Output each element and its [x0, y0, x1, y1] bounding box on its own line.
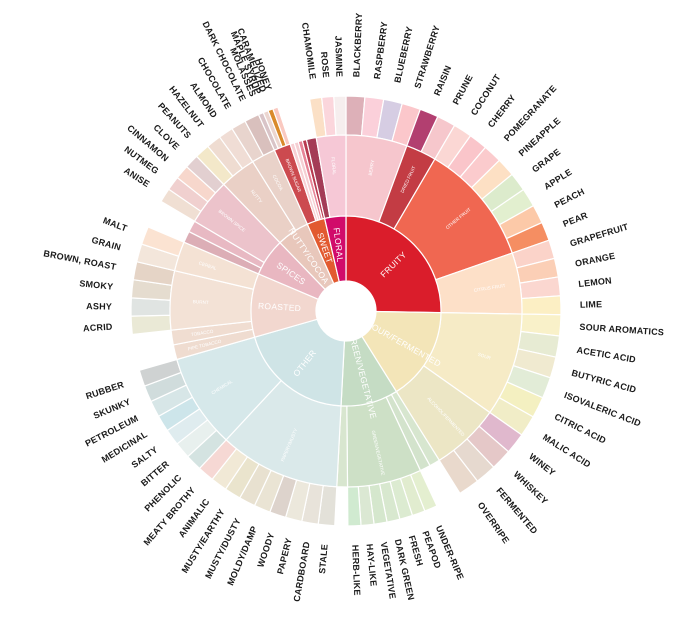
outer-label-sour-aromatics: SOUR AROMATICS	[579, 322, 664, 338]
outer-label-apple: APPLE	[542, 167, 574, 192]
outer-segment-acrid	[130, 314, 172, 336]
outer-label-lemon: LEMON	[578, 275, 612, 289]
outer-label-malt: MALT	[102, 215, 129, 233]
outer-label-pomegranate: POMEGRANATE	[502, 83, 559, 143]
outer-label-lime: LIME	[580, 299, 603, 310]
outer-label-rose: ROSE	[319, 51, 331, 78]
mid-label-sour: SOUR	[477, 352, 492, 361]
outer-label-acrid: ACRID	[83, 322, 113, 334]
outer-label-smoky: SMOKY	[79, 278, 114, 291]
mid-label-cereal: CEREAL	[198, 261, 217, 272]
outer-segment-herb-like	[346, 485, 362, 527]
outer-label-grapefruit: GRAPEFRUIT	[569, 222, 630, 249]
outer-label-acetic-acid: ACETIC ACID	[576, 345, 637, 365]
outer-label-cardboard: CARDBOARD	[292, 541, 312, 603]
outer-label-grape: GRAPE	[530, 147, 562, 175]
outer-label-pear: PEAR	[561, 210, 589, 229]
inner-segment-other	[253, 318, 346, 407]
outer-label-grain: GRAIN	[90, 235, 122, 253]
outer-label-orange: ORANGE	[574, 251, 616, 269]
outer-label-winey: WINEY	[527, 451, 557, 478]
outer-label-peach: PEACH	[553, 186, 587, 210]
outer-label-blackberry: BLACKBERRY	[351, 12, 364, 77]
outer-label-overripe: OVERRIPE	[476, 500, 512, 545]
mid-label-citrus-fruit: CITRUS FRUIT	[474, 283, 506, 293]
outer-label-stale: STALE	[317, 544, 330, 575]
outer-segment-jasmine	[333, 95, 347, 136]
outer-label-ashy: ASHY	[86, 301, 112, 311]
outer-label-rubber: RUBBER	[84, 379, 125, 401]
inner-segment-fruity	[345, 215, 442, 314]
middle-ring	[169, 134, 523, 488]
outer-label-fresh: FRESH	[407, 534, 425, 567]
outer-label-brown-roast: BROWN, ROAST	[43, 248, 118, 272]
inner-label-floral: FLORAL	[332, 227, 346, 263]
inner-label-roasted: ROASTED	[258, 301, 302, 314]
mid-label-burnt: BURNT	[193, 299, 209, 305]
outer-label-prune: PRUNE	[451, 73, 475, 106]
outer-label-butyric-acid: BUTYRIC ACID	[570, 368, 637, 395]
outer-label-papery: PAPERY	[275, 537, 294, 576]
outer-segment-lime	[520, 295, 562, 316]
outer-label-jasmine: JASMINE	[333, 36, 344, 78]
outer-label-hay-like: HAY-LIKE	[364, 543, 378, 587]
outer-ring	[130, 95, 562, 527]
outer-label-herb-like: HERB-LIKE	[350, 545, 362, 596]
mid-label-tobacco: TOBACCO	[191, 329, 215, 337]
mid-label-floral: FLORAL	[330, 157, 337, 176]
outer-label-whiskey: WHISKEY	[512, 469, 550, 506]
mid-label-berry: BERRY	[368, 160, 376, 176]
outer-label-woody: WOODY	[255, 531, 276, 568]
center-hole	[316, 281, 376, 341]
outer-segment-ashy	[130, 297, 171, 317]
outer-label-raisin: RAISIN	[432, 64, 453, 97]
outer-label-chamomile: CHAMOMILE	[300, 22, 318, 80]
outer-label-raspberry: RASPBERRY	[372, 21, 390, 80]
outer-label-blueberry: BLUEBERRY	[392, 25, 414, 83]
